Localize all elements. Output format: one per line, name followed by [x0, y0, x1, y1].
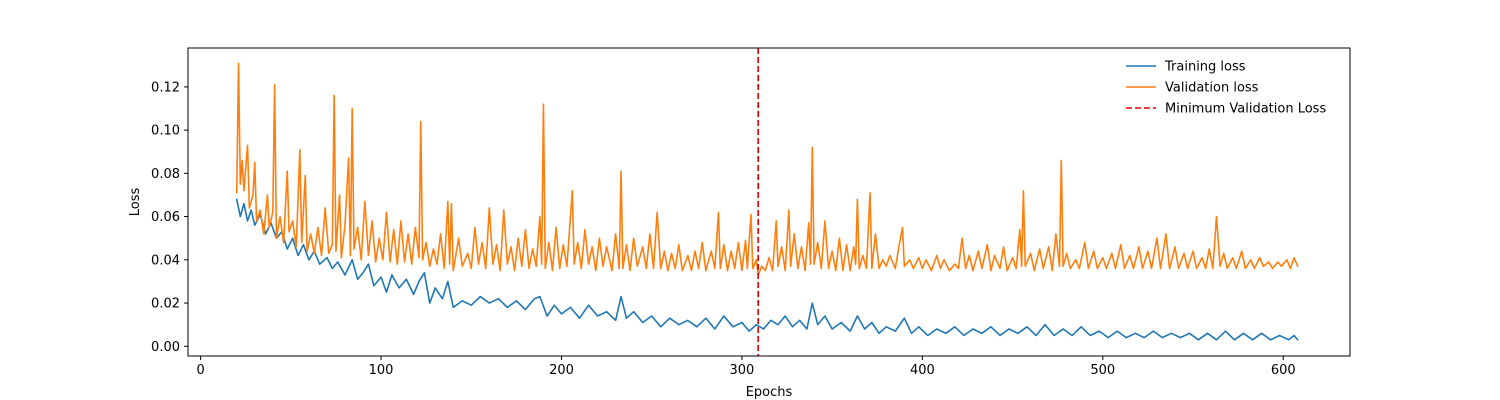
y-tick-label: 0.00 — [151, 340, 180, 355]
x-tick-label: 600 — [1271, 363, 1296, 378]
legend-label: Validation loss — [1165, 81, 1259, 96]
axes-frame — [187, 47, 1351, 357]
x-axis-label: Epochs — [746, 385, 793, 400]
plot-area — [187, 47, 1351, 357]
y-tick-label: 0.12 — [151, 80, 180, 95]
x-tick-label: 200 — [549, 363, 574, 378]
y-tick-label: 0.02 — [151, 297, 180, 312]
y-tick-label: 0.06 — [151, 210, 180, 225]
legend-label: Minimum Validation Loss — [1165, 102, 1326, 117]
y-tick-label: 0.04 — [151, 253, 180, 268]
legend: Training loss Validation loss Minimum Vali… — [1126, 60, 1326, 117]
y-tick-label: 0.08 — [151, 167, 180, 182]
legend-label: Training loss — [1164, 60, 1246, 75]
series-line-validation-loss — [235, 62, 1299, 276]
y-axis: 0.00 0.02 0.04 0.06 0.08 0.10 0.12 — [151, 80, 188, 355]
x-tick-label: 0 — [196, 363, 204, 378]
series-layer — [235, 62, 1299, 341]
x-tick-label: 400 — [910, 363, 935, 378]
x-tick-label: 500 — [1090, 363, 1115, 378]
y-axis-label: Loss — [128, 188, 143, 217]
axes-background — [188, 48, 1350, 356]
x-tick-label: 100 — [369, 363, 394, 378]
x-axis: 0 100 200 300 400 500 600 — [196, 356, 1296, 378]
x-tick-label: 300 — [730, 363, 755, 378]
series-line-training-loss — [235, 198, 1299, 341]
y-tick-label: 0.10 — [151, 124, 180, 139]
